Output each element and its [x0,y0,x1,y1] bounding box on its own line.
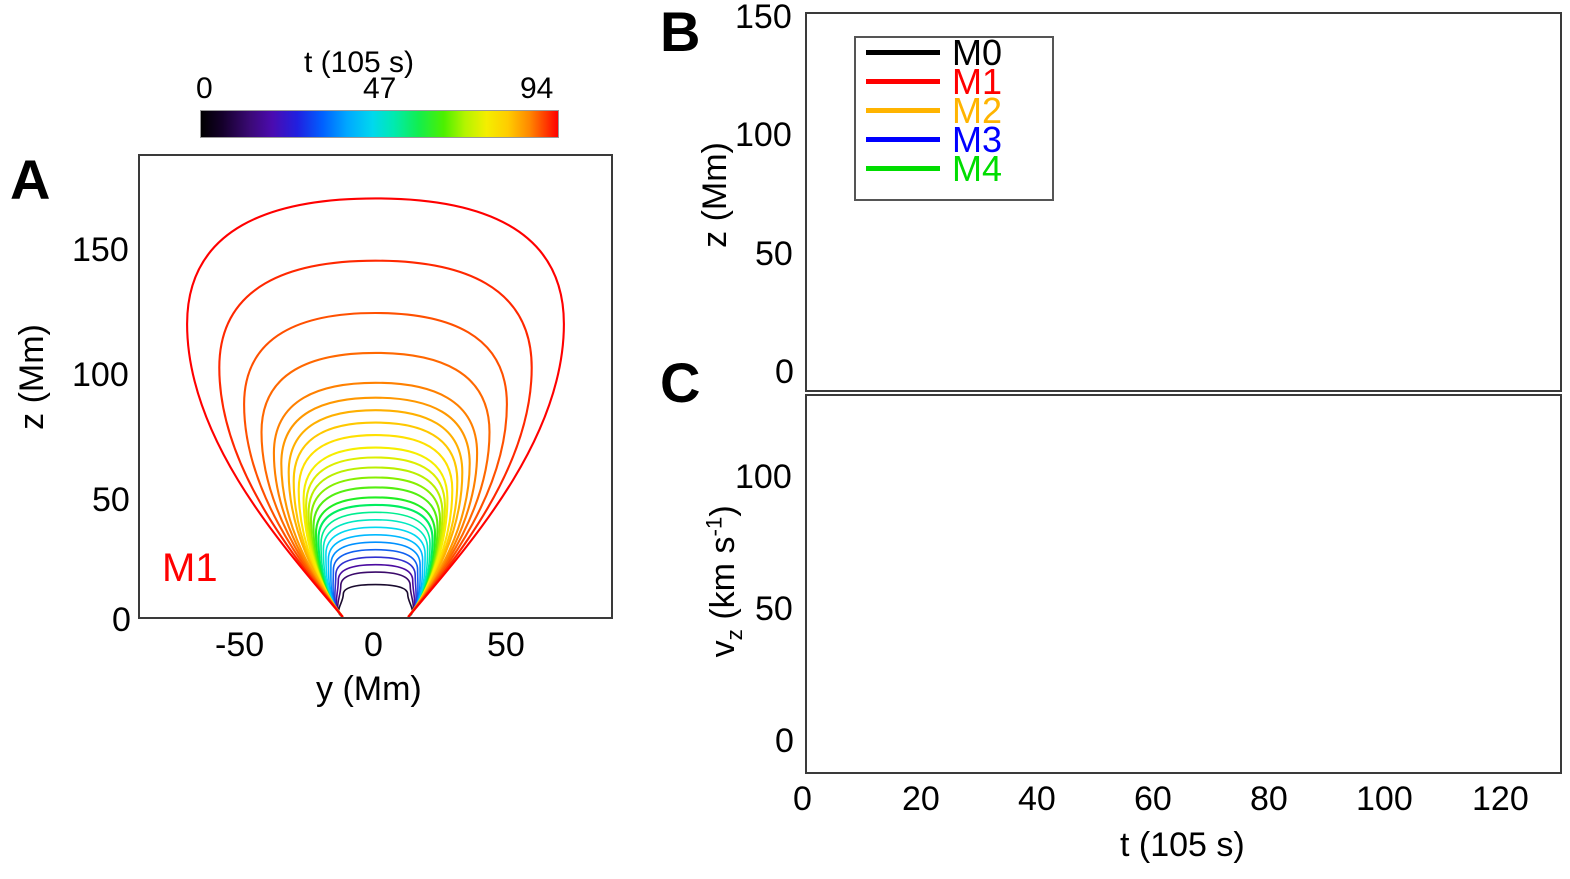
colorbar-group: t (105 s) 0 47 94 [196,42,560,142]
legend-label-m3: M3 [952,118,1003,160]
panel-b-ytick-100: 100 [735,116,792,154]
panel-a-xtick--50: -50 [215,626,265,664]
panel-c-letter: C [660,351,701,414]
legend-swatch-m3 [866,137,940,142]
panel-c-ylabel-close: ) [704,505,743,517]
panel-b-ytick-150: 150 [735,0,792,36]
panel-c-xtick-120: 120 [1472,780,1529,818]
legend-item-m3[interactable]: M3 [856,121,1052,157]
panel-c-xtick-40: 40 [1018,780,1056,818]
panel-b-ytick-0: 0 [775,353,794,391]
panel-b-ylabel: z (Mm) [696,142,734,248]
panel-c-xtick-100: 100 [1356,780,1413,818]
colorbar-gradient [200,110,559,138]
legend-item-m2[interactable]: M2 [856,92,1052,128]
panel-c-ylabel-unit: (km s [704,536,743,630]
panel-a-xtick-50: 50 [487,626,525,664]
panel-a-letter: A [10,148,51,211]
panel-c-ytick-100: 100 [735,458,792,496]
legend-item-m0[interactable]: M0 [856,34,1052,70]
panel-c-plot [805,394,1562,774]
legend-swatch-m2 [866,108,940,113]
colorbar-tick-max: 94 [520,72,554,105]
legend-label-m0: M0 [952,31,1003,73]
colorbar-tick-min: 0 [196,72,213,105]
panel-a-ytick-0: 0 [112,601,131,639]
legend-box: M0 M1 M2 M3 M4 [854,34,1054,201]
panel-a-xlabel: y (Mm) [316,670,422,708]
panel-a-ytick-100: 100 [72,356,129,394]
panel-c-xtick-80: 80 [1250,780,1288,818]
panel-c-ytick-0: 0 [775,722,794,760]
panel-c-curves [807,396,1560,772]
panel-a-plot: M1 [138,154,613,619]
panel-c-xtick-60: 60 [1134,780,1172,818]
panel-b-ylabel-wrap: z (Mm) [620,142,810,248]
legend-swatch-m1 [866,79,940,84]
panel-a-ylabel: z (Mm) [13,324,51,430]
panel-c-xtick-0: 0 [793,780,812,818]
legend-item-m4[interactable]: M4 [856,150,1052,186]
panel-c-xtick-20: 20 [902,780,940,818]
legend-swatch-m4 [866,166,940,171]
panel-b-ytick-50: 50 [755,235,793,273]
legend-label-m4: M4 [952,147,1003,189]
panel-a-ytick-50: 50 [92,481,130,519]
legend-label-m2: M2 [952,89,1003,131]
legend-item-m1[interactable]: M1 [856,63,1052,99]
colorbar-tick-mid: 47 [363,72,397,105]
panel-b-letter: B [660,0,701,63]
panel-a-xtick-0: 0 [364,626,383,664]
panel-c-xlabel: t (105 s) [1120,826,1245,864]
panel-c-ytick-50: 50 [755,590,793,628]
panel-b-plot: M0 M1 M2 M3 M4 [805,12,1562,392]
legend-swatch-m0 [866,50,940,55]
panel-a-contours [186,197,565,617]
legend-label-m1: M1 [952,60,1003,102]
panel-c-ylabel-v: v [704,640,743,658]
panel-c-ylabel-sub: z [721,629,747,641]
colorbar-title: t (105 s) [304,46,415,79]
panel-a-ytick-150: 150 [72,231,129,269]
panel-c-ylabel-exp: -1 [701,516,727,537]
panel-a-annotation: M1 [162,546,218,590]
